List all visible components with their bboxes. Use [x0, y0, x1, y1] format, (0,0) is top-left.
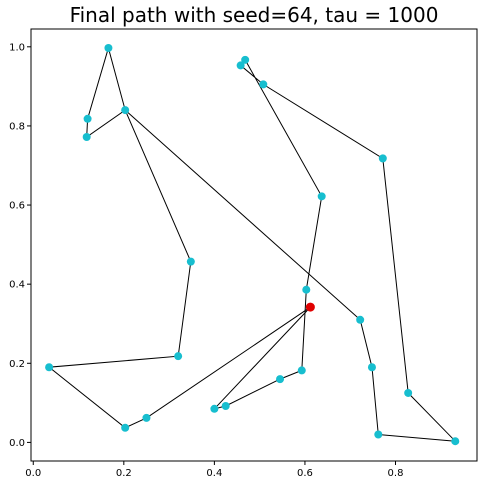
path-layer	[47, 46, 457, 442]
city-point	[302, 285, 311, 294]
x-tick-label: 0.2	[116, 468, 132, 479]
city-point	[121, 106, 130, 115]
city-point	[404, 388, 413, 397]
city-point	[317, 192, 326, 201]
points-layer	[45, 43, 460, 446]
y-tick-label: 0.6	[9, 201, 25, 212]
city-point	[374, 430, 383, 439]
y-tick-label: 0.2	[9, 359, 25, 370]
city-point	[186, 257, 195, 266]
y-tick-label: 0.0	[9, 438, 25, 449]
chart-title: Final path with seed=64, tau = 1000	[70, 3, 439, 27]
x-tick-label: 0.8	[388, 468, 404, 479]
axes-frame	[30, 28, 478, 462]
city-point	[241, 55, 250, 64]
x-tick-label: 0.0	[25, 468, 41, 479]
city-point	[82, 133, 91, 141]
city-point	[83, 114, 92, 123]
city-point	[356, 315, 365, 324]
city-point	[367, 363, 376, 372]
city-point	[104, 43, 113, 52]
city-point	[451, 437, 460, 446]
y-tick-label: 0.8	[9, 121, 25, 132]
city-point	[221, 402, 230, 411]
city-point	[121, 423, 130, 432]
city-point	[378, 154, 387, 163]
start-point	[305, 302, 315, 312]
city-point	[174, 352, 183, 361]
tour-path	[47, 46, 457, 442]
y-tick-label: 1.0	[9, 42, 25, 53]
y-axis: 0.0 0.2 0.4 0.6 0.8 1.0	[9, 42, 31, 449]
x-tick-label: 0.6	[297, 468, 313, 479]
city-point	[276, 375, 285, 384]
x-axis: 0.0 0.2 0.4 0.6 0.8	[25, 461, 403, 479]
y-tick-label: 0.4	[9, 280, 25, 291]
x-tick-label: 0.4	[206, 468, 222, 479]
city-point	[45, 363, 54, 372]
city-point	[236, 61, 245, 70]
city-point	[142, 413, 151, 422]
city-point	[259, 80, 268, 89]
city-point	[297, 366, 306, 375]
city-point	[210, 404, 219, 413]
